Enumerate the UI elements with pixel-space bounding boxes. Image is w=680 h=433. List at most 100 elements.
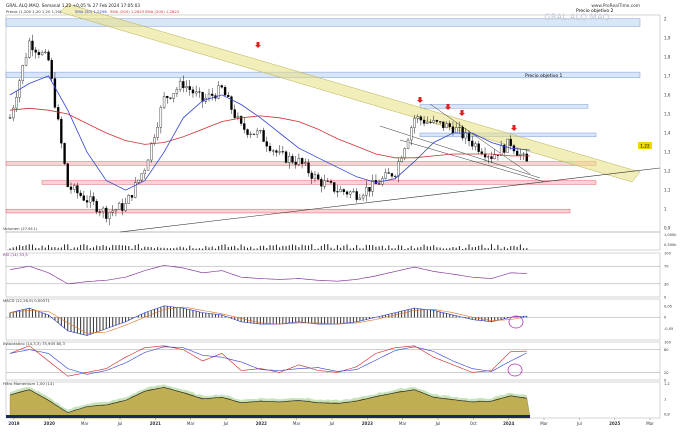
candle-body [250, 134, 252, 135]
macd-bar [443, 313, 444, 318]
candle-body [263, 130, 265, 141]
macd-bar [356, 317, 357, 322]
volume-bar [372, 245, 373, 250]
candle-body [490, 157, 492, 159]
volume-bar [286, 246, 287, 250]
volume-bar [99, 246, 100, 250]
candle-body [314, 175, 316, 179]
volume-bar [257, 248, 258, 250]
macd-bar [80, 317, 81, 334]
candle-body [308, 163, 310, 173]
candle-body [519, 154, 521, 155]
volume-bar [497, 245, 498, 250]
candle-body [346, 192, 348, 194]
macd-bar [295, 317, 296, 322]
volume-bar [440, 248, 441, 250]
candle-body [227, 95, 229, 96]
candle-body [73, 186, 75, 190]
volume-bar [501, 249, 502, 250]
macd-bar [305, 317, 306, 323]
candle-body [35, 50, 37, 52]
momentum-tick: 1 [664, 397, 666, 401]
volume-bar [375, 247, 376, 250]
macd-bar [340, 317, 341, 324]
candle-body [224, 87, 226, 95]
candle-body [253, 134, 255, 135]
x-tick: Mar [540, 421, 548, 426]
macd-bar [440, 312, 441, 318]
macd-bar [488, 317, 489, 321]
volume-bar [363, 248, 364, 250]
macd-bar [173, 307, 174, 318]
candle-body [330, 181, 332, 182]
price-tick: 1,5 [664, 111, 671, 116]
candle-body [96, 201, 98, 211]
candle-body [288, 156, 290, 162]
volume-bar [26, 245, 27, 250]
candle-body [301, 158, 303, 164]
volume-bar [22, 246, 23, 250]
candle-body [89, 197, 91, 203]
candle-body [54, 79, 56, 108]
volume-bar [327, 244, 328, 250]
candle-body [208, 94, 210, 98]
candle-body [474, 144, 476, 147]
volume-bar [205, 246, 206, 250]
macd-bar [106, 317, 107, 329]
volume-bar [103, 245, 104, 250]
candle-body [343, 189, 345, 191]
price-tick: 1,9 [664, 35, 671, 40]
candle-body [141, 174, 143, 180]
macd-bar [433, 310, 434, 317]
candle-body [44, 52, 46, 53]
candle-body [404, 149, 406, 159]
macd-bar [45, 314, 46, 318]
candle-body [9, 118, 11, 119]
candle-body [86, 200, 88, 202]
zone-support_2 [42, 181, 596, 185]
volume-bar [48, 245, 49, 250]
volume-bar [180, 247, 181, 250]
volume-bar [16, 246, 17, 250]
candle-body [449, 123, 451, 126]
candle-body [340, 189, 342, 191]
volume-bar [93, 247, 94, 250]
candle-body [118, 203, 120, 209]
candle-body [291, 156, 293, 162]
volume-bar [427, 246, 428, 250]
macd-bar [286, 317, 287, 323]
macd-bar [122, 317, 123, 323]
macd-bar [411, 309, 412, 318]
macd-bar [430, 310, 431, 318]
macd-bar [64, 317, 65, 328]
candle-body [436, 120, 438, 121]
candle-body [327, 181, 329, 182]
macd-tick: -0,05 [664, 327, 673, 331]
macd-bar [167, 306, 168, 317]
candle-body [362, 195, 364, 198]
macd-bar [302, 317, 303, 322]
candle-body [507, 139, 509, 152]
macd-bar [446, 313, 447, 317]
candle-body [176, 89, 178, 93]
volume-bar [244, 246, 245, 250]
volume-bar [526, 248, 527, 250]
volume-bar [510, 246, 511, 250]
volume-bar [106, 246, 107, 250]
macd-bar [29, 308, 30, 317]
candle-body [275, 151, 277, 153]
macd-bar [347, 317, 348, 323]
volume-bar [420, 247, 421, 250]
price-tick: 1,2 [664, 169, 671, 174]
macd-bar [176, 307, 177, 317]
x-tick: Mar [81, 421, 89, 426]
volume-bar [170, 248, 171, 250]
volume-bar [109, 248, 110, 250]
candle-body [478, 144, 480, 152]
macd-bar [298, 317, 299, 322]
x-tick: 2022 [256, 421, 267, 426]
macd-bar [13, 312, 14, 318]
volume-bar [513, 246, 514, 250]
momentum-baseline [6, 415, 530, 418]
